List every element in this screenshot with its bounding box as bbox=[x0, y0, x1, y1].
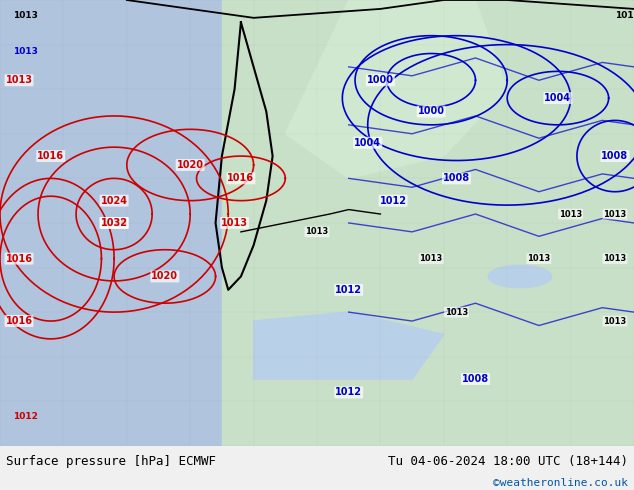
Text: 1013: 1013 bbox=[420, 254, 443, 263]
Text: 1012: 1012 bbox=[380, 196, 406, 206]
Ellipse shape bbox=[488, 265, 552, 288]
Text: Tu 04-06-2024 18:00 UTC (18+144): Tu 04-06-2024 18:00 UTC (18+144) bbox=[387, 455, 628, 468]
Text: 1000: 1000 bbox=[418, 106, 444, 117]
Text: 1012: 1012 bbox=[335, 285, 362, 295]
Text: 1016: 1016 bbox=[6, 316, 32, 326]
Text: 1028: 1028 bbox=[101, 218, 127, 228]
Text: 1004: 1004 bbox=[354, 138, 381, 147]
Text: 1008: 1008 bbox=[443, 173, 470, 183]
Text: ©weatheronline.co.uk: ©weatheronline.co.uk bbox=[493, 478, 628, 489]
Text: 1013: 1013 bbox=[604, 254, 626, 263]
Text: 1013: 1013 bbox=[221, 218, 248, 228]
Text: 1013: 1013 bbox=[604, 317, 626, 325]
Text: 1013: 1013 bbox=[6, 75, 32, 85]
Text: 1020: 1020 bbox=[177, 160, 204, 170]
Text: Surface pressure [hPa] ECMWF: Surface pressure [hPa] ECMWF bbox=[6, 455, 216, 468]
Text: 1004: 1004 bbox=[545, 93, 571, 103]
Text: 1008: 1008 bbox=[602, 151, 628, 161]
Text: 1012: 1012 bbox=[13, 412, 37, 421]
Polygon shape bbox=[285, 0, 507, 178]
Text: 1013: 1013 bbox=[559, 210, 582, 219]
Text: 1013: 1013 bbox=[306, 227, 328, 236]
Text: 1013: 1013 bbox=[13, 11, 37, 20]
Text: 1013: 1013 bbox=[445, 308, 468, 317]
Text: 1016: 1016 bbox=[37, 151, 64, 161]
Text: 1020: 1020 bbox=[152, 271, 178, 281]
Text: 1016: 1016 bbox=[6, 254, 32, 264]
Polygon shape bbox=[222, 0, 634, 446]
Text: 1013: 1013 bbox=[527, 254, 550, 263]
Text: 1012: 1012 bbox=[335, 388, 362, 397]
Text: 1013: 1013 bbox=[604, 210, 626, 219]
Text: 1008: 1008 bbox=[462, 374, 489, 384]
Text: 1024: 1024 bbox=[101, 196, 127, 206]
Bar bbox=[0, 0, 222, 446]
Text: 1013: 1013 bbox=[13, 47, 37, 55]
Polygon shape bbox=[254, 312, 444, 379]
Text: 1000: 1000 bbox=[367, 75, 394, 85]
Text: 1016: 1016 bbox=[228, 173, 254, 183]
Text: 1032: 1032 bbox=[101, 218, 127, 228]
Text: 1013: 1013 bbox=[615, 11, 634, 20]
